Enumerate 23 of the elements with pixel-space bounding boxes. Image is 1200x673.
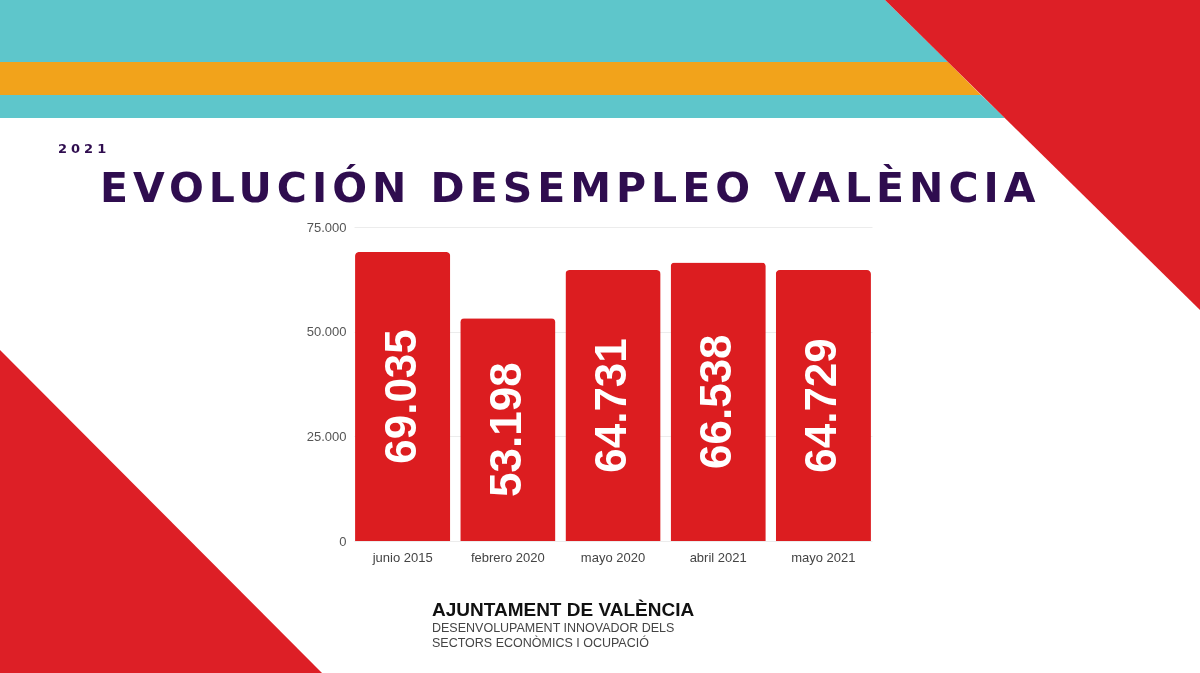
text: AJUNTAMENT DE VALÈNCIA <box>432 599 695 621</box>
y-tick-label: 50.000 <box>306 324 347 340</box>
x-tick-label: mayo 2021 <box>791 549 856 565</box>
chart-title: EVOLUCIÓN DESEMPLEO VALÈNCIA <box>100 163 1041 213</box>
y-tick-label: 0 <box>339 533 347 549</box>
data-label: 66.538 <box>691 334 741 469</box>
x-tick-label: abril 2021 <box>689 549 747 565</box>
bar <box>775 270 871 541</box>
text: DESENVOLUPAMENT INNOVADOR DELS <box>432 621 676 635</box>
data-label: 69.035 <box>375 329 425 464</box>
data-label: 64.729 <box>796 338 846 473</box>
data-label: 53.198 <box>480 362 530 497</box>
bar <box>565 269 661 541</box>
bar <box>670 262 766 541</box>
y-tick-label: 75.000 <box>306 219 347 235</box>
text: SECTORS ECONÒMICS I OCUPACIÓ <box>432 636 650 651</box>
data-label: 64.731 <box>586 338 635 473</box>
text: 2021 <box>58 141 111 157</box>
x-tick-label: mayo 2020 <box>580 549 646 565</box>
x-tick-label: junio 2015 <box>371 549 433 565</box>
x-tick-label: febrero 2020 <box>470 549 545 565</box>
bar <box>355 251 451 541</box>
y-tick-label: 25.000 <box>306 428 347 444</box>
